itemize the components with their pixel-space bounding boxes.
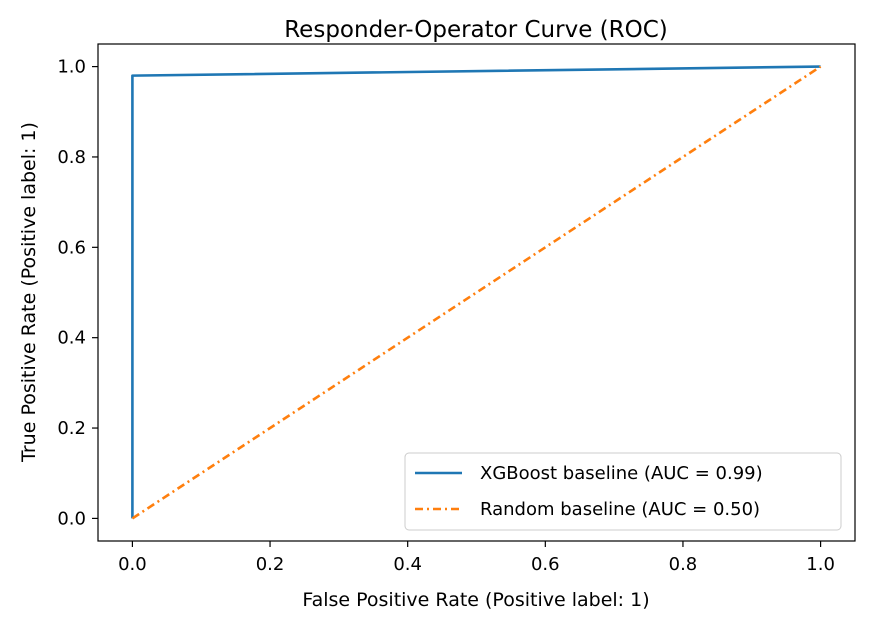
x-tick-label: 0.2 (256, 554, 285, 575)
legend-box (404, 452, 842, 531)
y-axis-ticks: 0.0 0.2 0.4 0.6 0.8 1.0 (57, 57, 98, 529)
y-tick-label: 0.8 (57, 147, 86, 168)
legend-label-random: Random baseline (AUC = 0.50) (480, 499, 760, 520)
series-line-random (131, 65, 822, 520)
y-tick-label: 0.2 (57, 418, 86, 439)
x-axis-label: False Positive Rate (Positive label: 1) (302, 589, 649, 611)
y-tick-label: 0.0 (57, 508, 86, 529)
x-tick-label: 0.4 (393, 554, 422, 575)
x-axis-ticks: 0.0 0.2 0.4 0.6 0.8 1.0 (118, 541, 835, 575)
x-tick-label: 0.0 (118, 554, 147, 575)
legend: XGBoost baseline (AUC = 0.99) Random bas… (404, 452, 842, 531)
y-tick-label: 0.4 (57, 328, 86, 349)
y-tick-label: 1.0 (57, 57, 86, 78)
axes-frame (97, 43, 856, 542)
x-tick-label: 0.8 (669, 554, 698, 575)
y-axis-label: True Positive Rate (Positive label: 1) (18, 122, 40, 463)
y-tick-label: 0.6 (57, 237, 86, 258)
series-layer (131, 65, 822, 520)
series-line-xgboost (131, 65, 821, 519)
x-tick-label: 0.6 (531, 554, 560, 575)
legend-label-xgboost: XGBoost baseline (AUC = 0.99) (480, 463, 763, 484)
x-tick-label: 1.0 (806, 554, 835, 575)
chart-title: Responder-Operator Curve (ROC) (284, 17, 668, 43)
